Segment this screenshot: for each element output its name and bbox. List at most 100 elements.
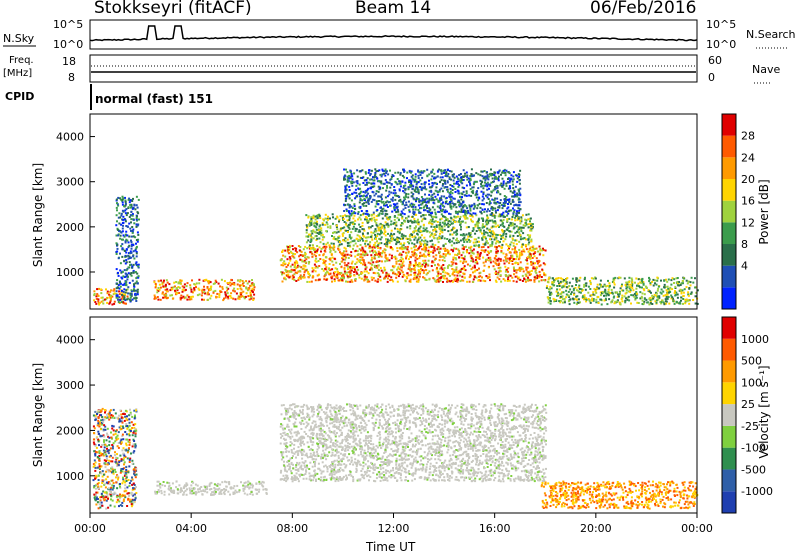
- power-cell: [450, 244, 453, 247]
- power-cell: [401, 174, 404, 177]
- power-cell: [502, 259, 505, 262]
- power-cell: [125, 283, 128, 286]
- power-cell: [459, 223, 462, 226]
- cpid-text: normal (fast) 151: [95, 92, 213, 106]
- power-cell: [471, 175, 473, 178]
- power-cell: [433, 172, 436, 175]
- power-cell: [689, 292, 692, 295]
- power-cell: [357, 274, 360, 277]
- power-cell: [423, 245, 426, 248]
- power-cell: [310, 216, 313, 219]
- power-cell: [605, 285, 608, 288]
- power-cell: [462, 201, 465, 204]
- power-cell: [583, 298, 585, 301]
- power-cell: [195, 282, 198, 285]
- power-cell: [373, 174, 376, 177]
- power-cell: [462, 175, 464, 178]
- power-cell: [396, 249, 399, 252]
- power-cell: [649, 283, 652, 286]
- power-cell: [403, 247, 406, 250]
- power-cell: [511, 237, 514, 240]
- power-cell: [295, 260, 298, 263]
- power-cell: [451, 233, 454, 236]
- power-cell: [478, 227, 481, 229]
- nsearch-tick-bottom: 10^0: [706, 38, 736, 51]
- power-cell: [557, 277, 560, 279]
- power-cell: [495, 259, 498, 262]
- power-cell: [284, 262, 287, 265]
- power-cell: [359, 197, 362, 200]
- power-cell: [379, 181, 382, 184]
- power-cell: [284, 249, 287, 252]
- power-cell: [632, 289, 635, 292]
- power-cell: [317, 229, 320, 232]
- power-cell: [343, 250, 345, 253]
- power-cell: [389, 169, 391, 172]
- power-cell: [414, 236, 417, 239]
- power-cell: [439, 232, 441, 235]
- power-cell: [635, 287, 638, 290]
- power-cell: [490, 168, 492, 171]
- power-cell: [357, 211, 360, 213]
- power-cell: [322, 258, 325, 261]
- power-cell: [314, 218, 317, 221]
- power-cell: [470, 205, 473, 208]
- power-cell: [154, 282, 157, 285]
- power-cell: [294, 264, 297, 267]
- power-cell: [312, 275, 315, 278]
- power-cell: [412, 212, 415, 215]
- power-cell: [115, 214, 118, 217]
- power-cell: [525, 248, 528, 251]
- power-cell: [460, 181, 463, 184]
- power-cell: [432, 201, 435, 204]
- power-cell: [318, 246, 321, 249]
- power-cell: [672, 297, 674, 300]
- power-cell: [326, 223, 329, 226]
- power-cell: [124, 293, 126, 296]
- power-cell: [348, 227, 351, 230]
- power-cell: [135, 280, 138, 283]
- power-cell: [409, 179, 412, 182]
- power-cell: [466, 175, 469, 178]
- power-cell: [232, 283, 235, 285]
- power-cell: [515, 271, 518, 274]
- power-cell: [439, 230, 442, 233]
- power-cell: [364, 242, 367, 245]
- power-cell: [451, 192, 454, 195]
- power-cell: [416, 186, 419, 189]
- power-cell: [526, 266, 529, 269]
- power-cell: [183, 283, 186, 286]
- power-cell: [417, 169, 420, 172]
- power-cell: [470, 251, 473, 254]
- power-cell: [135, 300, 138, 302]
- power-cell: [441, 221, 444, 224]
- power-cell: [163, 293, 166, 296]
- power-cell: [359, 226, 362, 228]
- power-cell: [115, 293, 118, 295]
- power-cell: [619, 291, 621, 294]
- power-cell: [343, 268, 346, 271]
- power-cell: [131, 230, 134, 232]
- power-cell: [610, 288, 613, 291]
- power-cell: [415, 254, 418, 257]
- power-cell: [383, 269, 386, 272]
- power-cell: [511, 224, 514, 227]
- power-cell: [444, 169, 447, 172]
- power-cell: [674, 294, 677, 297]
- power-cell: [234, 298, 237, 301]
- power-cell: [496, 177, 498, 180]
- power-cell: [410, 205, 413, 208]
- power-cell: [497, 257, 500, 260]
- power-cell: [325, 266, 328, 269]
- power-cell: [447, 279, 449, 282]
- power-cell: [468, 276, 471, 279]
- power-cell: [512, 207, 514, 210]
- power-cell: [670, 283, 673, 286]
- power-cell: [116, 286, 119, 289]
- power-cell: [335, 224, 338, 227]
- power-cell: [494, 245, 497, 248]
- power-cell: [502, 278, 505, 281]
- power-cell: [429, 208, 432, 211]
- power-cell: [354, 207, 357, 210]
- power-cell: [383, 170, 386, 172]
